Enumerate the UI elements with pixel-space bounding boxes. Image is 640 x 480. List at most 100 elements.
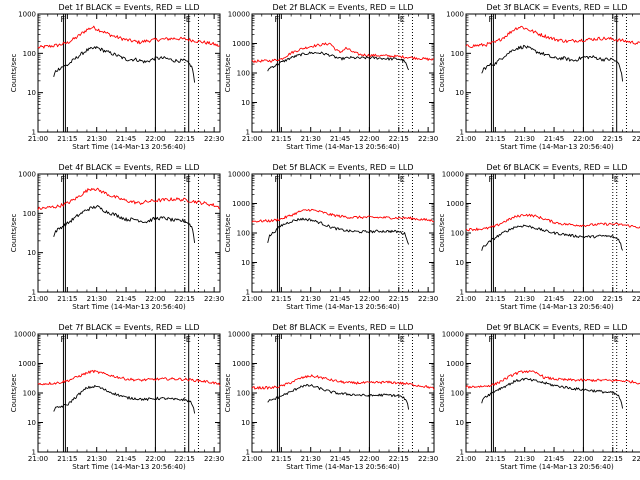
det-3f-ytick-label: 10 <box>455 89 464 97</box>
det-8f-xlabel: Start Time (14-Mar-13 20:56:40) <box>286 463 400 471</box>
det-8f-ytick-label: 1000 <box>232 360 250 368</box>
det-9f-marker-E: E <box>614 335 619 344</box>
det-5f-ytick-label: 10000 <box>228 171 250 179</box>
det-9f-xtick-label: 22:30 <box>632 455 640 463</box>
det-5f-xtick-label: 21:30 <box>301 295 321 303</box>
det-7f-title: Det 7f BLACK = Events, RED = LLD <box>58 323 199 332</box>
det-2f-ytick-label: 10 <box>241 99 250 107</box>
det-7f-xlabel: Start Time (14-Mar-13 20:56:40) <box>72 463 186 471</box>
det-6f-ytick-label: 10 <box>455 259 464 267</box>
det-7f-ytick-label: 10 <box>27 419 36 427</box>
det-4f-xtick-label: 22:00 <box>145 295 165 303</box>
det-1f-panel: Det 1f BLACK = Events, RED = LLD 1 10 100 10… <box>10 3 224 151</box>
det-3f-series-events <box>481 44 624 82</box>
det-3f-xtick-label: 21:45 <box>544 135 564 143</box>
det-2f-xtick-label: 21:00 <box>242 135 262 143</box>
det-2f-ylabel: Counts/sec <box>224 54 232 93</box>
det-4f-series-events <box>53 205 196 243</box>
det-3f-ytick-label: 100 <box>451 50 464 58</box>
det-6f-ytick-label: 1000 <box>446 200 464 208</box>
det-9f-ytick-label: 10 <box>455 419 464 427</box>
det-7f-ylabel: Counts/sec <box>10 374 18 413</box>
det-8f-xtick-label: 21:30 <box>301 455 321 463</box>
det-4f-xtick-label: 21:45 <box>116 295 136 303</box>
det-3f-ytick-label: 1 <box>460 129 464 137</box>
det-3f-ytick-label: 1000 <box>446 11 464 19</box>
det-2f-series-events <box>267 51 410 72</box>
det-3f-xlabel: Start Time (14-Mar-13 20:56:40) <box>500 143 614 151</box>
det-4f-plot-frame <box>37 173 221 293</box>
det-5f-ytick-label: 1 <box>246 289 250 297</box>
det-3f-title: Det 3f BLACK = Events, RED = LLD <box>486 3 627 12</box>
det-1f-series-events <box>53 46 196 83</box>
det-7f-series-events <box>53 384 196 414</box>
det-8f-series-events <box>267 384 410 410</box>
det-2f-xtick-label: 21:45 <box>330 135 350 143</box>
det-1f-plot-frame <box>37 13 221 133</box>
det-8f-ytick-label: 10000 <box>228 331 250 339</box>
det-3f-xtick-label: 22:00 <box>573 135 593 143</box>
det-4f-xtick-label: 22:15 <box>175 295 195 303</box>
det-6f-ylabel: Counts/sec <box>438 214 446 253</box>
det-1f-ylabel: Counts/sec <box>10 54 18 93</box>
det-9f-xtick-label: 21:45 <box>544 455 564 463</box>
det-2f-ytick-label: 1000 <box>232 40 250 48</box>
det-7f-xtick-label: 21:00 <box>28 455 48 463</box>
det-6f-title: Det 6f BLACK = Events, RED = LLD <box>486 163 627 172</box>
det-9f-series-events <box>481 377 624 409</box>
det-1f-marker-F: F <box>60 15 65 24</box>
det-1f-ytick-label: 1 <box>32 129 36 137</box>
det-1f-xtick-label: 22:30 <box>204 135 224 143</box>
det-4f-panel: Det 4f BLACK = Events, RED = LLD 1 10 100 10… <box>10 163 224 311</box>
det-2f-title: Det 2f BLACK = Events, RED = LLD <box>272 3 413 12</box>
det-5f-xtick-label: 22:00 <box>359 295 379 303</box>
det-6f-xtick-label: 22:00 <box>573 295 593 303</box>
det-7f-ytick-label: 100 <box>23 390 36 398</box>
det-6f-xtick-label: 21:30 <box>515 295 535 303</box>
det-9f-title: Det 9f BLACK = Events, RED = LLD <box>486 323 627 332</box>
det-5f-series-events <box>267 217 410 245</box>
det-8f-ytick-label: 10 <box>241 419 250 427</box>
det-1f-ytick-label: 1000 <box>18 11 36 19</box>
det-2f-marker-E: E <box>400 15 405 24</box>
det-3f-marker-F: F <box>488 15 493 24</box>
det-6f-marker-F: F <box>488 175 493 184</box>
det-8f-marker-E: E <box>400 335 405 344</box>
det-8f-ytick-label: 1 <box>246 449 250 457</box>
det-7f-xtick-label: 21:45 <box>116 455 136 463</box>
det-4f-marker-E: E <box>186 175 191 184</box>
det-2f-xtick-label: 21:30 <box>301 135 321 143</box>
det-9f-xtick-label: 22:15 <box>603 455 623 463</box>
det-4f-marker-F: F <box>60 175 65 184</box>
det-5f-marker-E: E <box>400 175 405 184</box>
det-2f-marker-F: F <box>274 15 279 24</box>
det-8f-panel: Det 8f BLACK = Events, RED = LLD 1 10 100 10… <box>224 323 438 471</box>
det-3f-xtick-label: 22:15 <box>603 135 623 143</box>
det-9f-xlabel: Start Time (14-Mar-13 20:56:40) <box>500 463 614 471</box>
det-9f-xtick-label: 22:00 <box>573 455 593 463</box>
det-4f-ytick-label: 10 <box>27 249 36 257</box>
det-7f-xtick-label: 21:30 <box>87 455 107 463</box>
det-6f-ytick-label: 100 <box>451 230 464 238</box>
det-4f-xtick-label: 21:30 <box>87 295 107 303</box>
det-9f-ytick-label: 100 <box>451 390 464 398</box>
det-5f-xlabel: Start Time (14-Mar-13 20:56:40) <box>286 303 400 311</box>
det-8f-xtick-label: 22:15 <box>389 455 409 463</box>
det-1f-title: Det 1f BLACK = Events, RED = LLD <box>58 3 199 12</box>
det-4f-xtick-label: 21:15 <box>57 295 77 303</box>
det-6f-ytick-label: 10000 <box>442 171 464 179</box>
det-8f-xtick-label: 21:15 <box>271 455 291 463</box>
det-4f-xtick-label: 21:00 <box>28 295 48 303</box>
det-7f-series-lld <box>37 369 221 387</box>
det-2f-xlabel: Start Time (14-Mar-13 20:56:40) <box>286 143 400 151</box>
det-1f-ytick-label: 10 <box>27 89 36 97</box>
det-7f-xtick-label: 22:00 <box>145 455 165 463</box>
det-5f-panel: Det 5f BLACK = Events, RED = LLD 1 10 100 10… <box>224 163 438 311</box>
det-3f-ylabel: Counts/sec <box>438 54 446 93</box>
det-6f-xtick-label: 21:15 <box>485 295 505 303</box>
det-4f-ytick-label: 1000 <box>18 171 36 179</box>
det-7f-xtick-label: 22:30 <box>204 455 224 463</box>
det-3f-panel: Det 3f BLACK = Events, RED = LLD 1 10 100 10… <box>438 3 640 151</box>
det-6f-ytick-label: 1 <box>460 289 464 297</box>
